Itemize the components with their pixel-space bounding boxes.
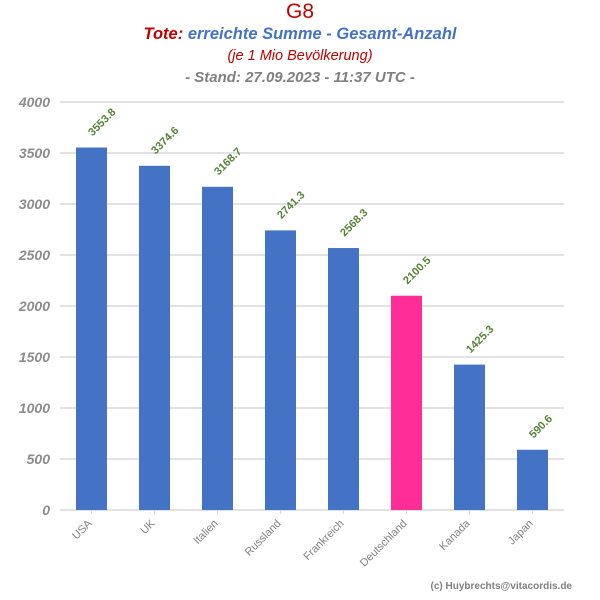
y-tick-label: 1000	[19, 400, 50, 416]
y-tick-label: 500	[27, 451, 51, 467]
y-tick-label: 4000	[18, 94, 50, 110]
bar	[265, 230, 296, 511]
bar	[454, 364, 485, 510]
x-tick-label: Deutschland	[358, 518, 410, 570]
x-tick-label: Italien	[191, 518, 220, 547]
bar	[139, 165, 170, 510]
y-tick-label: 2500	[18, 247, 50, 263]
y-tick-label: 1500	[19, 349, 50, 365]
chart-note: (je 1 Mio Bevölkerung)	[227, 48, 373, 64]
bar	[517, 449, 548, 510]
data-label: 2741.3	[275, 189, 307, 221]
x-tick-label: Japan	[506, 518, 536, 548]
subtitle-text: erreichte Summe - Gesamt-Anzahl	[187, 25, 457, 43]
data-label: 590.6	[527, 413, 555, 441]
x-tick-label: USA	[70, 517, 95, 542]
bar	[391, 295, 422, 510]
y-tick-label: 0	[42, 502, 50, 518]
copyright-credit: (c) Huybrechts@vitacordis.de	[430, 581, 572, 592]
y-tick-label: 3500	[19, 145, 50, 161]
bar	[76, 147, 107, 511]
chart-timestamp: - Stand: 27.09.2023 - 11:37 UTC -	[185, 69, 415, 86]
data-label: 3553.8	[86, 106, 118, 138]
data-label: 2100.5	[401, 255, 433, 287]
data-label: 1425.3	[464, 323, 496, 355]
x-tick-label: UK	[138, 517, 158, 537]
chart-subtitle: Tote: erreichte Summe - Gesamt-Anzahl	[0, 25, 600, 44]
x-tick-label: Kanada	[437, 517, 473, 553]
chart-title: G8	[285, 0, 314, 23]
data-label: 2568.3	[338, 207, 370, 239]
y-tick-label: 2000	[18, 298, 50, 314]
data-label: 3374.6	[149, 125, 181, 157]
y-tick-label: 3000	[19, 196, 50, 212]
bar	[202, 186, 233, 510]
x-tick-label: Frankreich	[301, 518, 346, 563]
data-label: 3168.7	[212, 146, 244, 178]
subtitle-keyword: Tote:	[143, 25, 184, 43]
x-tick-label: Russland	[243, 518, 284, 559]
bar	[328, 248, 359, 511]
